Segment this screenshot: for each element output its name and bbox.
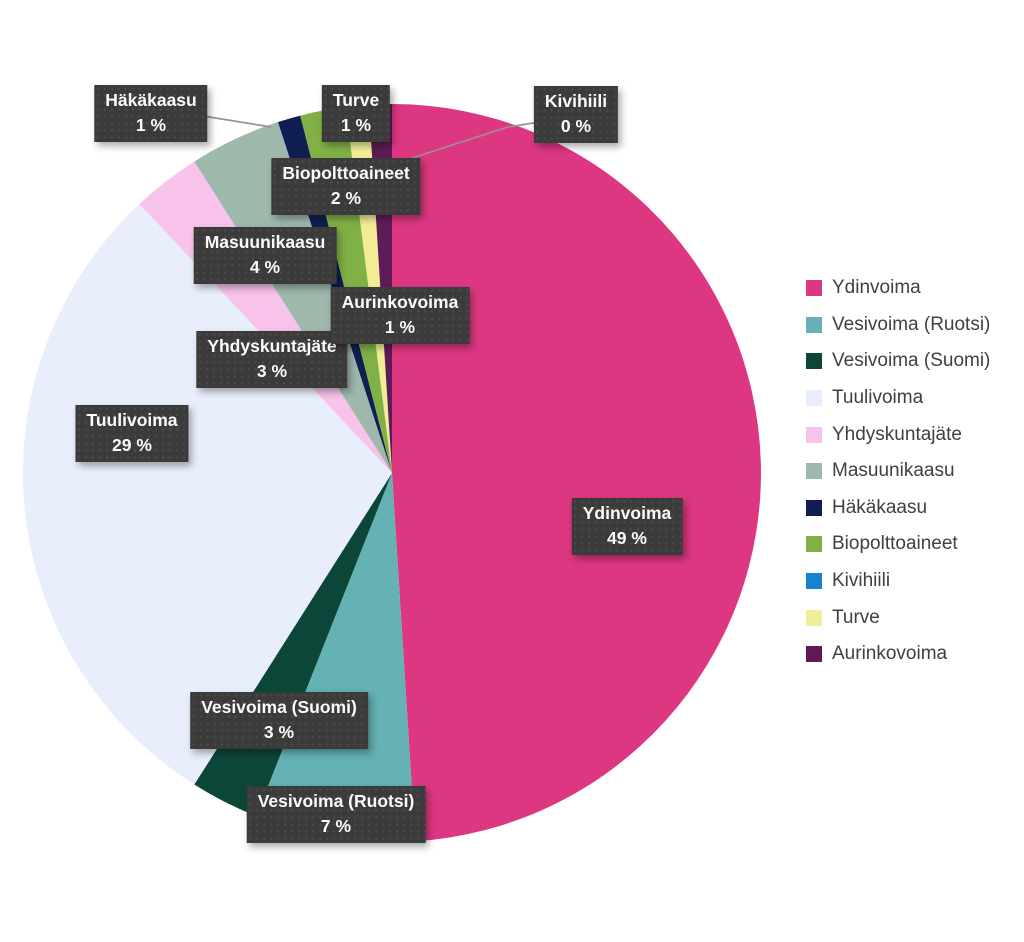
slice-label-percent: 3 %	[263, 722, 295, 743]
slice-label-yhdyskuntajate: Yhdyskuntajäte 3 %	[196, 331, 348, 388]
slice-label-name: Biopolttoaineet	[282, 163, 410, 183]
legend-label: Vesivoima (Ruotsi)	[832, 313, 991, 335]
slice-label-percent: 0 %	[560, 116, 592, 137]
slice-label-turve: Turve 1 %	[321, 85, 391, 142]
legend-item-tuulivoima[interactable]: Tuulivoima	[806, 380, 990, 417]
slice-label-vesivoima-suomi: Vesivoima (Suomi) 3 %	[190, 692, 368, 749]
legend-swatch-icon	[806, 499, 822, 516]
legend-swatch-icon	[806, 280, 822, 297]
slice-label-name: Turve	[332, 90, 380, 110]
legend-item-hakakaasu[interactable]: Häkäkaasu	[806, 490, 990, 527]
slice-label-percent: 1 %	[384, 317, 416, 338]
slice-tuulivoima[interactable]	[22, 204, 392, 785]
slice-label-percent: 1 %	[135, 115, 167, 136]
legend-label: Kivihiili	[832, 570, 891, 592]
legend-label: Ydinvoima	[832, 277, 921, 299]
slice-ydinvoima[interactable]	[392, 104, 761, 842]
legend-swatch-icon	[806, 390, 822, 407]
slice-label-percent: 4 %	[249, 257, 281, 278]
legend-label: Häkäkaasu	[832, 496, 928, 518]
slice-label-name: Masuunikaasu	[204, 232, 326, 252]
legend-item-vesivoima-ruotsi[interactable]: Vesivoima (Ruotsi)	[806, 307, 990, 344]
legend-swatch-icon	[806, 573, 822, 590]
slice-label-aurinkovoima: Aurinkovoima 1 %	[330, 287, 470, 344]
legend-swatch-icon	[806, 536, 822, 553]
slice-label-percent: 29 %	[112, 435, 152, 456]
legend-item-kivihiili[interactable]: Kivihiili	[806, 563, 990, 600]
slice-label-name: Yhdyskuntajäte	[207, 336, 337, 356]
slice-label-hakakaasu: Häkäkaasu 1 %	[94, 85, 208, 142]
slice-label-percent: 3 %	[256, 361, 288, 382]
slice-label-name: Häkäkaasu	[105, 90, 197, 110]
legend-label: Yhdyskuntajäte	[832, 423, 962, 445]
slice-label-kivihiili: Kivihiili 0 %	[533, 86, 619, 143]
legend-swatch-icon	[806, 646, 822, 663]
slice-label-vesivoima-ruotsi: Vesivoima (Ruotsi) 7 %	[246, 786, 426, 843]
legend-item-vesivoima-suomi[interactable]: Vesivoima (Suomi)	[806, 343, 990, 380]
slice-label-name: Ydinvoima	[582, 503, 672, 523]
legend-swatch-icon	[806, 426, 822, 443]
slice-label-ydinvoima: Ydinvoima 49 %	[571, 498, 683, 555]
slice-label-percent: 7 %	[320, 816, 352, 837]
legend-item-aurinkovoima[interactable]: Aurinkovoima	[806, 636, 990, 673]
legend-item-turve[interactable]: Turve	[806, 599, 990, 636]
legend: Ydinvoima Vesivoima (Ruotsi) Vesivoima (Su…	[806, 270, 990, 673]
slice-label-percent: 2 %	[330, 188, 362, 209]
legend-item-yhdyskuntajate[interactable]: Yhdyskuntajäte	[806, 416, 990, 453]
legend-swatch-icon	[806, 463, 822, 480]
slice-label-masuunikaasu: Masuunikaasu 4 %	[193, 227, 337, 284]
leader-line-hakakaasu	[202, 115, 272, 128]
legend-item-masuunikaasu[interactable]: Masuunikaasu	[806, 453, 990, 490]
legend-label: Turve	[832, 606, 880, 628]
leader-line-kivihiili	[411, 120, 547, 159]
slice-vesivoima-ruotsi[interactable]	[256, 473, 416, 842]
slice-label-name: Vesivoima (Ruotsi)	[257, 791, 415, 811]
legend-swatch-icon	[806, 353, 822, 370]
slice-label-percent: 1 %	[340, 115, 372, 136]
legend-swatch-icon	[806, 609, 822, 626]
slice-label-name: Tuulivoima	[86, 410, 178, 430]
legend-label: Masuunikaasu	[832, 460, 955, 482]
slice-label-biopolttoaineet: Biopolttoaineet 2 %	[271, 158, 421, 215]
legend-label: Vesivoima (Suomi)	[832, 350, 991, 372]
slice-label-name: Kivihiili	[544, 91, 608, 111]
legend-item-biopolttoaineet[interactable]: Biopolttoaineet	[806, 526, 990, 563]
slice-label-name: Vesivoima (Suomi)	[201, 697, 357, 717]
legend-item-ydinvoima[interactable]: Ydinvoima	[806, 270, 990, 307]
slice-label-percent: 49 %	[607, 528, 647, 549]
legend-label: Biopolttoaineet	[832, 533, 958, 555]
legend-swatch-icon	[806, 316, 822, 333]
slice-label-name: Aurinkovoima	[341, 292, 459, 312]
legend-label: Aurinkovoima	[832, 643, 948, 665]
legend-label: Tuulivoima	[832, 387, 924, 409]
slice-label-tuulivoima: Tuulivoima 29 %	[75, 405, 189, 462]
leader-lines	[202, 115, 547, 159]
